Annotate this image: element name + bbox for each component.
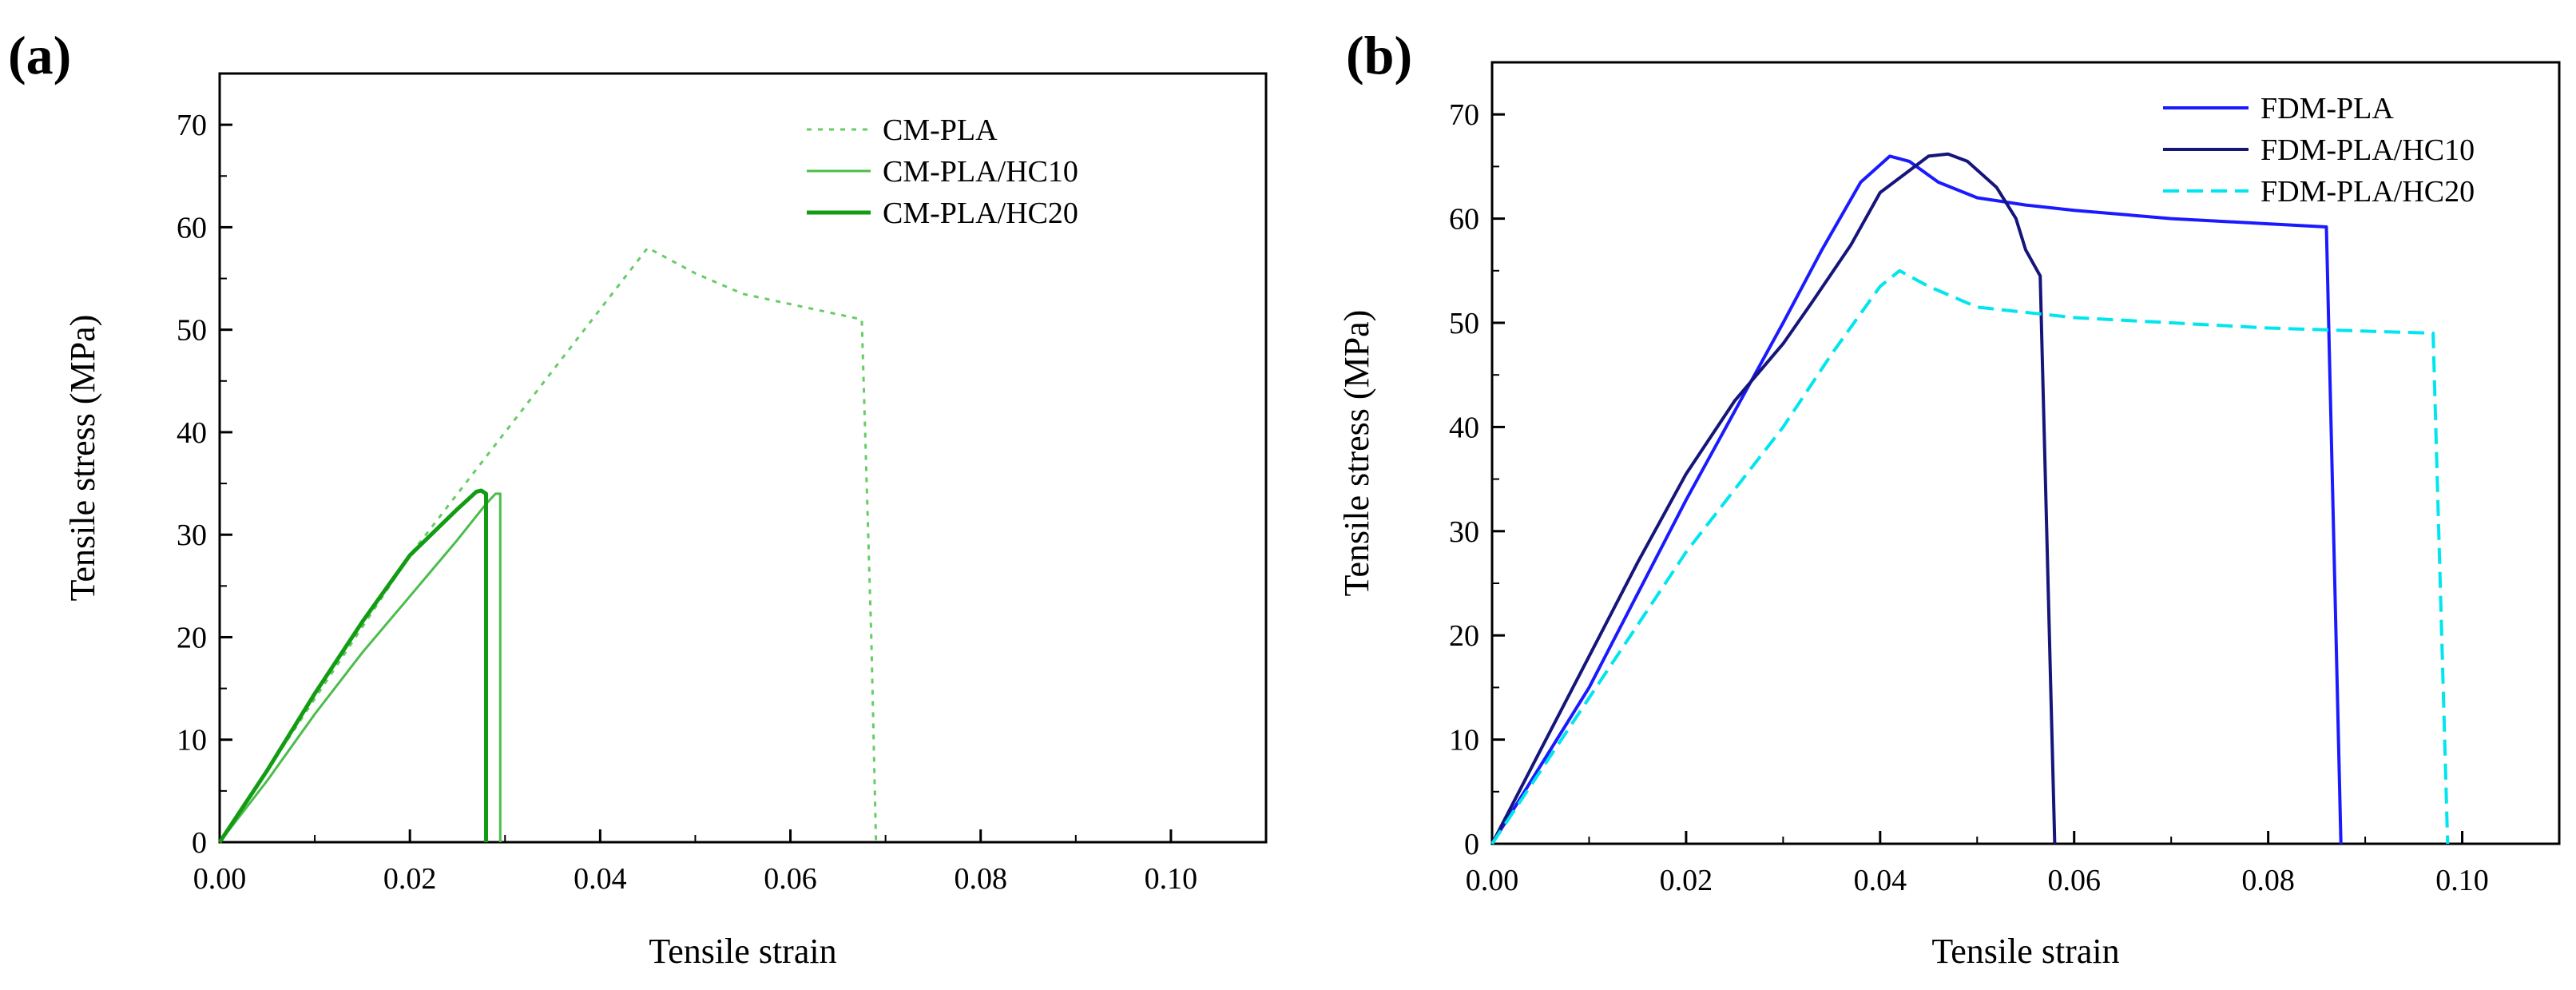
y-tick-label: 30 [1449,515,1479,549]
plot-frame-a [218,72,1268,844]
legend-label: FDM-PLA/HC20 [2260,175,2475,209]
legend-a: CM-PLA CM-PLA/HC10 CM-PLA/HC20 [807,113,1078,230]
panel-label-b: (b) [1346,25,1412,85]
y-tick-label: 0 [1464,828,1479,861]
y-axis-title-a: Tensile stress (MPa) [63,315,102,602]
series-line-a-1 [218,492,502,843]
y-axis-title-b: Tensile stress (MPa) [1337,310,1376,597]
x-tick-label: 0.00 [1466,864,1519,897]
x-tick-label: 0.06 [764,862,817,896]
x-tick-label: 0.02 [383,862,437,896]
y-tick-label: 10 [1449,724,1479,757]
x-tick-labels-b: 0.00 0.02 0.04 0.06 0.08 0.10 [1466,864,2489,897]
x-tick-labels-a: 0.00 0.02 0.04 0.06 0.08 0.10 [193,862,1197,896]
y-tick-label: 0 [192,826,207,860]
plot-frame-b [1490,61,2561,845]
x-tick-label: 0.04 [1854,864,1907,897]
x-tick-label: 0.10 [2435,864,2489,897]
legend-label: CM-PLA/HC20 [883,197,1078,230]
series-line-a-0 [218,246,878,843]
x-tick-label: 0.00 [193,862,247,896]
legend-label: CM-PLA [883,113,998,147]
chart-panel-b: (b) 0.00 0.02 0.04 0.06 0.08 0.10 0 10 20 30 40 50… [1337,25,2561,971]
y-tick-label: 70 [177,109,207,142]
series-line-b-1 [1490,152,2057,845]
x-tick-label: 0.08 [2241,864,2295,897]
series-line-b-0 [1490,154,2343,845]
series-line-b-2 [1490,268,2450,845]
y-tick-label: 70 [1449,98,1479,132]
x-axis-title-b: Tensile strain [1931,932,2119,971]
legend-b: FDM-PLA FDM-PLA/HC10 FDM-PLA/HC20 [2163,92,2475,209]
x-tick-label: 0.04 [574,862,627,896]
series-layer-a [217,246,878,844]
y-tick-label: 30 [177,519,207,552]
y-tick-label: 40 [177,416,207,450]
y-tick-label: 60 [1449,203,1479,237]
y-tick-label: 50 [1449,307,1479,340]
y-tick-label: 20 [1449,619,1479,653]
panel-label-a: (a) [8,25,71,85]
chart-panel-a: (a) 0.00 0.02 0.04 0.06 0.08 0.10 0 10 20 30 40 50… [8,25,1268,971]
y-tick-labels-a: 0 10 20 30 40 50 60 70 [177,109,207,860]
axis-ticks-b [1490,113,2464,845]
series-line-a-2 [217,488,488,844]
legend-label: FDM-PLA [2260,92,2394,125]
legend-label: CM-PLA/HC10 [883,155,1078,189]
y-tick-label: 20 [177,621,207,654]
y-tick-label: 40 [1449,411,1479,444]
y-tick-label: 60 [177,211,207,245]
y-tick-label: 50 [177,314,207,348]
x-tick-label: 0.10 [1145,862,1198,896]
x-tick-label: 0.06 [2047,864,2101,897]
series-layer-b [1490,152,2450,845]
axis-ticks-a [218,123,1173,844]
x-tick-label: 0.02 [1660,864,1713,897]
y-tick-labels-b: 0 10 20 30 40 50 60 70 [1449,98,1479,861]
y-tick-label: 10 [177,724,207,757]
x-axis-title-a: Tensile strain [649,932,836,971]
x-tick-label: 0.08 [954,862,1007,896]
legend-label: FDM-PLA/HC10 [2260,133,2475,167]
